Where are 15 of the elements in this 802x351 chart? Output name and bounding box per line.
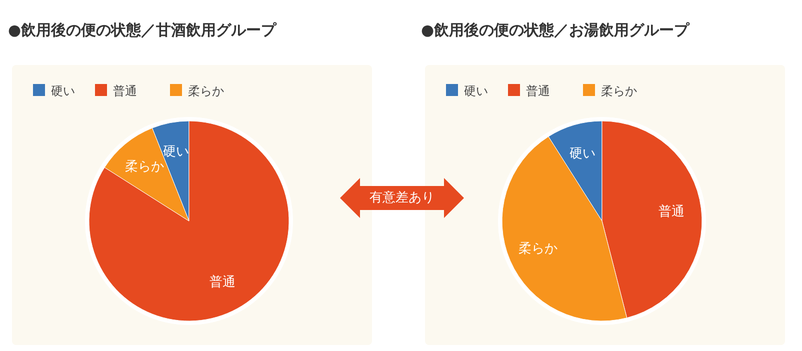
slice-label: 硬い: [569, 146, 596, 162]
chart-title: ●飲用後の便の状態／お湯飲用グループ: [421, 21, 690, 39]
chart-title: ●飲用後の便の状態／甘酒飲用グループ: [8, 21, 278, 39]
legend-label: 柔らか: [601, 84, 637, 98]
legend-label: 柔らか: [188, 84, 224, 98]
slice-label: 柔らか: [518, 241, 558, 256]
legend-label: 硬い: [51, 84, 75, 98]
slice-label: 硬い: [162, 144, 189, 160]
legend-label: 普通: [526, 84, 550, 98]
legend-label: 硬い: [464, 84, 488, 98]
legend-label: 普通: [113, 84, 137, 98]
slice-label: 柔らか: [124, 160, 164, 175]
slice-label: 普通: [658, 204, 684, 220]
slice-label: 普通: [210, 274, 236, 290]
text: 有意差あり: [370, 190, 434, 206]
